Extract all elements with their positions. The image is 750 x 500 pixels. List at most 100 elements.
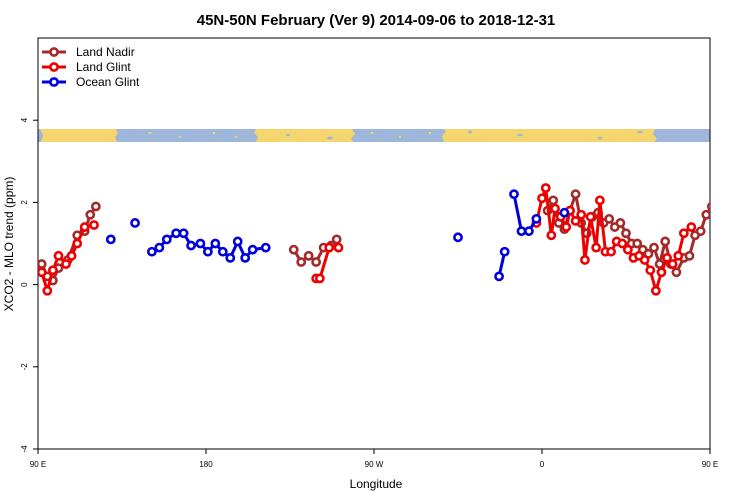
data-point xyxy=(591,242,602,253)
data-point xyxy=(154,242,165,253)
band-land xyxy=(148,132,152,134)
data-point xyxy=(585,211,596,222)
band-ocean xyxy=(637,130,643,134)
band-land xyxy=(234,136,238,138)
data-point xyxy=(594,195,605,206)
y-tick-label: -4 xyxy=(20,445,29,453)
data-point xyxy=(606,246,616,257)
data-point xyxy=(240,252,251,263)
data-point xyxy=(202,246,213,257)
data-point xyxy=(650,285,661,296)
y-tick-label: -2 xyxy=(20,363,29,371)
y-tick-label: 2 xyxy=(20,200,29,205)
data-point xyxy=(570,189,581,200)
data-point xyxy=(604,213,615,224)
data-point xyxy=(90,201,101,212)
data-point xyxy=(656,267,667,278)
data-point xyxy=(561,222,572,232)
data-point xyxy=(548,195,559,206)
data-point xyxy=(524,226,534,237)
x-axis-label: Longitude xyxy=(350,477,403,491)
data-point xyxy=(639,255,650,265)
data-point xyxy=(130,218,140,228)
data-point xyxy=(516,226,527,237)
axes: 420-2-490 E 180 90 W 0 90 E xyxy=(20,117,718,469)
data-point xyxy=(48,265,58,276)
band-ocean xyxy=(468,130,472,134)
data-point xyxy=(494,271,504,282)
data-point xyxy=(89,220,99,230)
x-tick-label: 90 E xyxy=(702,460,718,469)
band-land xyxy=(370,132,374,134)
band-ocean xyxy=(598,136,602,140)
data-point xyxy=(559,207,570,218)
data-point xyxy=(331,234,342,245)
data-point xyxy=(303,250,314,261)
legend-label: Land Glint xyxy=(76,60,131,74)
legend-label: Land Nadir xyxy=(76,45,135,59)
band-ocean xyxy=(38,129,43,142)
data-point xyxy=(714,236,721,243)
data-point xyxy=(217,246,228,257)
data-point xyxy=(645,265,656,276)
data-point xyxy=(178,228,189,239)
x-tick-label: 180 xyxy=(199,460,213,469)
band-land xyxy=(428,132,432,134)
x-tick-label: 90 E xyxy=(30,460,46,469)
data-point xyxy=(550,203,560,214)
data-point xyxy=(570,215,581,226)
x-tick-label: 90 W xyxy=(365,460,384,469)
data-point xyxy=(621,228,631,239)
data-point xyxy=(662,252,672,263)
band-ocean xyxy=(194,137,198,139)
land-ocean-band xyxy=(38,129,710,142)
data-point xyxy=(673,250,684,261)
data-point xyxy=(42,285,53,296)
legend-swatch-marker xyxy=(49,62,59,72)
data-point xyxy=(210,238,221,249)
band-ocean xyxy=(130,130,134,134)
series-land-nadir xyxy=(38,189,710,286)
y-tick-label: 0 xyxy=(20,282,29,287)
x-tick-label: 0 xyxy=(540,460,545,469)
data-point xyxy=(161,234,172,245)
legend-label: Ocean Glint xyxy=(76,75,140,89)
band-ocean xyxy=(653,129,710,142)
data-point xyxy=(706,201,710,212)
band-ocean xyxy=(327,136,333,140)
series-land-glint xyxy=(38,183,697,296)
data-point xyxy=(695,226,706,237)
data-point xyxy=(105,234,116,245)
band-ocean xyxy=(227,130,233,134)
data-point xyxy=(171,228,182,239)
data-point xyxy=(736,219,743,226)
band-land xyxy=(178,136,182,138)
data-point xyxy=(61,259,71,269)
data-point xyxy=(66,250,77,261)
data-point xyxy=(546,230,557,241)
band-ocean xyxy=(517,133,523,137)
data-point xyxy=(85,209,96,220)
data-point xyxy=(186,240,196,251)
band-ocean xyxy=(157,133,163,137)
series-ocean-glint xyxy=(105,189,743,282)
data-point xyxy=(632,238,643,249)
data-point xyxy=(314,273,325,284)
data-point xyxy=(296,257,307,267)
y-axis-label: XCO2 - MLO trend (ppm) xyxy=(2,177,16,312)
data-point xyxy=(537,193,547,204)
band-land xyxy=(212,132,216,134)
data-point xyxy=(288,244,299,255)
chart-title: 45N-50N February (Ver 9) 2014-09-06 to 2… xyxy=(197,12,556,29)
data-point xyxy=(311,257,322,267)
data-point xyxy=(38,267,47,278)
data-point xyxy=(660,236,671,247)
band-ocean xyxy=(351,129,446,142)
data-point xyxy=(146,246,157,257)
data-point xyxy=(540,183,551,193)
data-point xyxy=(79,222,90,232)
data-point xyxy=(453,232,463,243)
data-point xyxy=(576,209,587,220)
data-point xyxy=(531,213,542,224)
